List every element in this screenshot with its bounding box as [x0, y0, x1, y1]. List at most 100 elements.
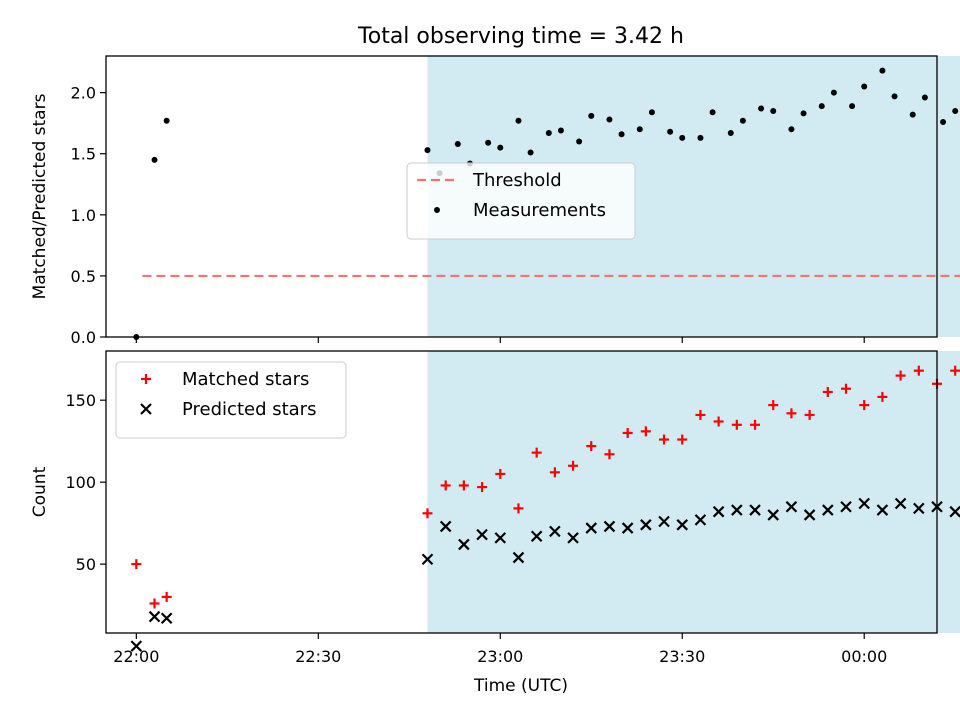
x-tick-label: 22:30: [295, 647, 341, 666]
matched-star-point: [950, 365, 960, 376]
predicted-star-point: [767, 509, 780, 521]
legend-measurement-swatch: [434, 207, 440, 213]
matched-star-point: [161, 591, 172, 602]
bottom-panel: 5010015022:0022:3023:0023:3000:0000:3001…: [30, 350, 960, 666]
matched-star-point: [895, 370, 906, 381]
predicted-star-point: [130, 640, 143, 652]
predicted-star-point: [603, 520, 616, 533]
measurement-point: [697, 134, 704, 141]
predicted-star-x-b: [567, 532, 579, 544]
legend-predicted-swatch: [140, 403, 152, 415]
matched-star-point: [713, 416, 724, 427]
matched-star-point: [622, 427, 633, 438]
y-tick-label: 1.5: [71, 145, 96, 164]
measurement-point: [163, 117, 170, 124]
matched-star-point: [768, 400, 779, 411]
predicted-star-x-b: [876, 504, 889, 516]
measurement-point: [739, 117, 746, 124]
observing-window-span: [427, 351, 960, 633]
predicted-star-point: [694, 514, 707, 526]
x-tick-label: 23:00: [477, 647, 523, 666]
y-tick-label: 0.5: [71, 267, 96, 286]
matched-star-point: [131, 559, 142, 570]
predicted-star-x-b: [421, 553, 434, 565]
matched-star-point: [640, 426, 651, 437]
matched-star-point: [568, 460, 579, 471]
legend-label: Matched stars: [182, 369, 309, 390]
predicted-star-point: [640, 519, 652, 531]
predicted-star-point: [421, 553, 434, 565]
measurement-point: [727, 129, 734, 136]
measurement-point: [527, 149, 534, 156]
measurement-point: [497, 144, 504, 151]
x-tick-label: 23:30: [659, 647, 705, 666]
predicted-star-x-b: [130, 640, 143, 652]
predicted-star-x-b: [840, 500, 852, 513]
matched-star-point: [731, 419, 742, 430]
measurement-point: [588, 112, 595, 119]
legend: Matched stars Predicted stars: [115, 361, 347, 439]
predicted-star-point: [894, 497, 907, 510]
matched-star-point: [477, 482, 488, 493]
measurement-point: [849, 103, 856, 110]
predicted-star-point: [512, 551, 525, 564]
measurement-point: [830, 89, 837, 96]
predicted-star-x-b: [694, 514, 707, 526]
matched-star-point: [677, 434, 688, 445]
predicted-star-x-b: [439, 520, 452, 533]
predicted-star-point: [439, 520, 452, 533]
predicted-star-point: [148, 610, 161, 623]
measurement-point: [679, 134, 686, 141]
x-tick-label: 00:00: [841, 647, 887, 666]
matched-star-point: [495, 468, 506, 479]
measurement-point: [424, 147, 431, 154]
predicted-star-point: [458, 538, 470, 551]
predicted-star-x-b: [803, 509, 816, 521]
predicted-star-x-b: [785, 500, 798, 513]
predicted-star-point: [803, 509, 816, 521]
predicted-star-point: [494, 532, 507, 544]
predicted-star-x-b: [512, 551, 525, 564]
chart-title: Total observing time = 3.42 h: [357, 24, 684, 49]
predicted-star-point: [822, 504, 834, 516]
legend-label: Predicted stars: [182, 399, 316, 420]
predicted-star-point: [949, 505, 960, 518]
measurement-point: [485, 139, 492, 146]
measurement-point: [576, 138, 583, 145]
predicted-star-point: [658, 515, 670, 528]
predicted-star-point: [785, 500, 798, 513]
y-tick-label: 0.0: [71, 328, 96, 347]
predicted-star-x-b: [913, 502, 925, 515]
matched-star-point: [549, 467, 560, 478]
measurement-point: [454, 140, 461, 147]
y-tick-label: 150: [65, 391, 96, 410]
measurement-point: [861, 83, 868, 90]
legend-box: [115, 361, 347, 439]
axes-frame: [105, 350, 938, 634]
predicted-star-x-b: [658, 515, 670, 528]
matched-star-point: [586, 441, 597, 452]
y-tick-label: 1.0: [71, 206, 96, 225]
predicted-star-x-b: [476, 528, 488, 541]
y-tick-label: 50: [76, 555, 96, 574]
predicted-star-point: [840, 500, 852, 513]
predicted-star-x-b: [603, 520, 616, 533]
matched-star-point: [440, 480, 451, 491]
measurement-point: [151, 156, 158, 163]
predicted-star-point: [676, 519, 689, 531]
y-tick-label: 100: [65, 473, 96, 492]
measurement-point: [618, 131, 625, 138]
top-panel: 0.0 0.5 1.0 1.5 2.0 Matched/Predicted stars Th…: [30, 55, 960, 347]
predicted-star-x-b: [767, 509, 780, 521]
predicted-star-point: [549, 525, 561, 538]
predicted-star-x-b: [549, 525, 561, 538]
measurement-point: [515, 117, 522, 124]
predicted-star-x-b: [621, 522, 634, 534]
measurement-point: [940, 118, 947, 125]
predicted-star-point: [712, 505, 725, 518]
matched-star-point: [877, 391, 888, 402]
measurement-point: [606, 116, 613, 123]
matched-star-point: [804, 409, 815, 420]
measurement-point: [770, 107, 777, 114]
predicted-star-x-b: [894, 497, 907, 510]
